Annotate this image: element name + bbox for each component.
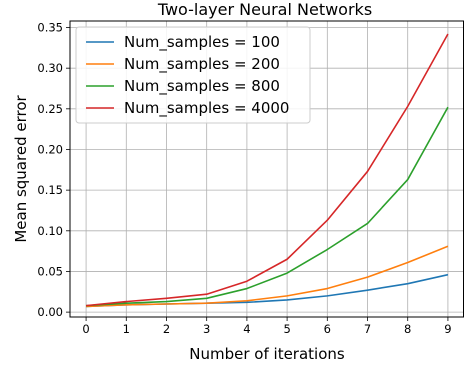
series-line-1: [86, 245, 449, 308]
series-line-2: [86, 106, 449, 307]
legend-label-3: Num_samples = 4000: [124, 99, 289, 118]
y-tick-label: 0.15: [37, 183, 63, 197]
legend-label-0: Num_samples = 100: [124, 33, 280, 52]
chart-title: Two-layer Neural Networks: [157, 0, 372, 19]
legend-label-1: Num_samples = 200: [124, 55, 280, 74]
legend-box: [75, 26, 311, 124]
series-layer: [85, 33, 449, 308]
x-tick-label: 3: [203, 322, 210, 336]
x-tick-label: 8: [404, 322, 411, 336]
y-tick-label: 0.05: [37, 264, 63, 278]
y-tick-label: 0.25: [37, 102, 63, 116]
y-axis-ticks: 0.00 0.05 0.10 0.15 0.20 0.25 0.30 0.35: [37, 21, 70, 319]
y-tick-label: 0.10: [37, 224, 63, 238]
x-tick-label: 4: [243, 322, 250, 336]
y-tick-label: 0.30: [37, 61, 63, 75]
y-tick-label: 0.20: [37, 142, 63, 156]
series-line-0: [86, 273, 449, 308]
x-tick-label: 5: [283, 322, 290, 336]
series-line-3: [85, 33, 449, 307]
x-tick-label: 7: [364, 322, 371, 336]
y-tick-label: 0.35: [37, 21, 63, 35]
y-tick-label: 0.00: [37, 305, 63, 319]
x-tick-label: 0: [82, 322, 89, 336]
x-tick-label: 9: [444, 322, 451, 336]
x-axis-ticks: 0 1 2 3 4 5 6 7 8 9: [82, 317, 452, 336]
legend-label-2: Num_samples = 800: [124, 77, 280, 96]
legend: Num_samples = 100 Num_samples = 200 Num_sa…: [75, 26, 311, 124]
y-axis-label: Mean squared error: [12, 94, 30, 242]
x-tick-label: 6: [324, 322, 331, 336]
x-axis-label: Number of iterations: [189, 345, 345, 363]
x-tick-label: 2: [163, 322, 170, 336]
x-tick-label: 1: [123, 322, 130, 336]
